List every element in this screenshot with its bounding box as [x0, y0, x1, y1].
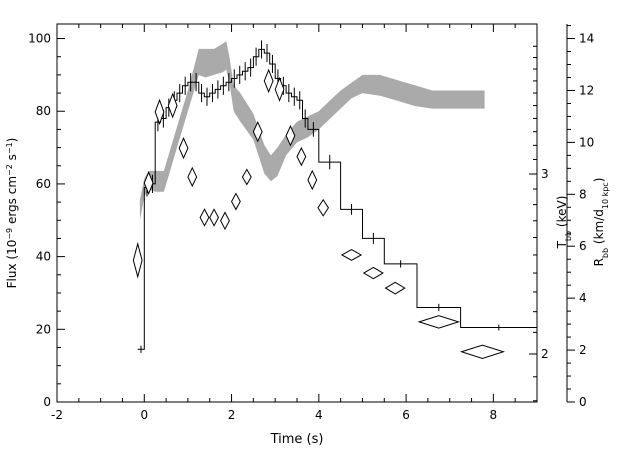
temperature-diamond — [340, 249, 363, 261]
radius-band — [139, 41, 485, 221]
plot-frame — [56, 23, 538, 403]
temperature-diamond — [384, 281, 406, 295]
y-radius-tick-label: 2 — [579, 343, 587, 357]
temperature-diamond — [317, 198, 330, 217]
temperature-diamond — [274, 76, 285, 102]
y-temp-tick-label: 3 — [541, 167, 549, 181]
y-temp-tick-label: 2 — [541, 347, 549, 361]
temperature-diamond — [199, 208, 210, 227]
y-radius-tick-label: 12 — [579, 83, 594, 97]
temperature-diamond — [417, 315, 461, 329]
y-left-tick-label: 80 — [36, 104, 51, 118]
temperature-diamond — [167, 92, 178, 119]
temperature-diamond — [241, 168, 252, 186]
temperature-diamond — [178, 137, 189, 160]
y-radius-tick-label: 6 — [579, 239, 587, 253]
temperature-diamond — [362, 266, 384, 280]
temperature-diamond — [154, 98, 165, 126]
temperature-diamond — [307, 169, 318, 191]
x-tick-label: -2 — [51, 408, 63, 422]
y-radius-tick-label: 10 — [579, 135, 594, 149]
y-axis-label-flux: Flux (10−9 ergs cm−2 s−1) — [5, 138, 20, 289]
y-left-tick-label: 100 — [28, 32, 51, 46]
y-axis-label-radius: Rbb (km/d10 kpc) — [592, 178, 610, 267]
temperature-diamond — [230, 192, 241, 211]
y-left-tick-label: 0 — [43, 395, 51, 409]
temperature-diamond — [285, 124, 296, 147]
y-left-tick-label: 60 — [36, 177, 51, 191]
temperature-diamond — [263, 68, 274, 94]
x-tick-label: 0 — [140, 408, 148, 422]
temperature-diamond — [220, 211, 230, 231]
x-tick-label: 6 — [402, 408, 410, 422]
radius-band-layer — [139, 41, 485, 221]
temperature-diamond — [132, 241, 143, 279]
temperature-diamond — [143, 170, 154, 195]
temperature-points-layer — [132, 68, 506, 359]
x-tick-label: 2 — [228, 408, 236, 422]
x-tick-label: 8 — [490, 408, 498, 422]
temperature-diamond — [209, 208, 220, 227]
x-tick-label: 4 — [315, 408, 323, 422]
temperature-diamond — [187, 166, 198, 188]
y-radius-tick-label: 14 — [579, 32, 594, 46]
temperature-diamond — [252, 120, 263, 143]
temperature-diamond — [296, 146, 307, 167]
y-axis-label-temperature: Tbb (keV) — [555, 196, 573, 250]
temperature-diamond — [459, 344, 506, 359]
flux-lightcurve-layer — [137, 40, 537, 353]
y-left-tick-label: 20 — [36, 322, 51, 336]
x-axis-label: Time (s) — [270, 432, 324, 447]
y-radius-tick-label: 0 — [579, 395, 587, 409]
y-left-tick-label: 40 — [36, 250, 51, 264]
y-radius-tick-label: 8 — [579, 187, 587, 201]
y-radius-tick-label: 4 — [579, 291, 587, 305]
